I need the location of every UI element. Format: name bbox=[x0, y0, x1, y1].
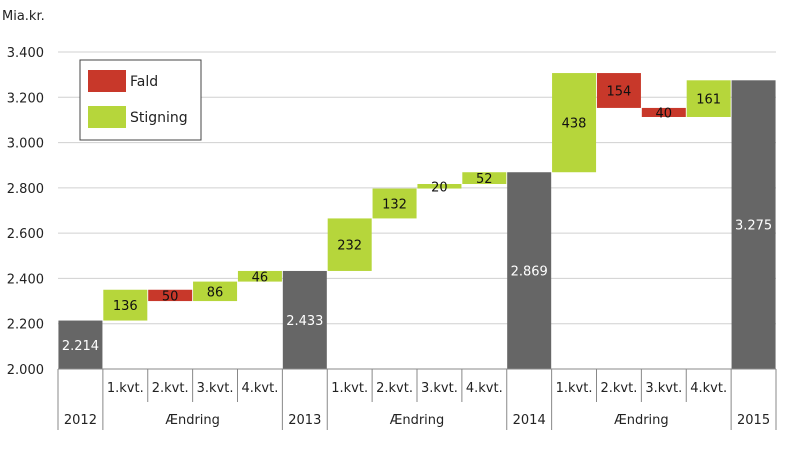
increase-bar bbox=[193, 281, 238, 302]
value-label: 46 bbox=[252, 270, 269, 285]
quarter-label: 2.kvt. bbox=[376, 381, 413, 396]
increase-bar bbox=[552, 73, 597, 173]
legend-label: Stigning bbox=[130, 110, 188, 126]
year-label: 2014 bbox=[513, 413, 546, 428]
decrease-bar bbox=[148, 289, 193, 302]
value-label: 132 bbox=[382, 197, 407, 212]
increase-bar bbox=[462, 172, 507, 185]
y-tick-label: 2.200 bbox=[7, 318, 44, 333]
value-label: 3.275 bbox=[735, 219, 772, 234]
decrease-bar bbox=[641, 107, 686, 117]
y-tick-label: 3.400 bbox=[7, 46, 44, 61]
value-label: 232 bbox=[337, 239, 362, 254]
quarter-label: 2.kvt. bbox=[601, 381, 638, 396]
quarter-label: 3.kvt. bbox=[197, 381, 234, 396]
quarter-label: 2.kvt. bbox=[152, 381, 189, 396]
legend-label: Fald bbox=[130, 74, 158, 90]
y-tick-label: 2.400 bbox=[7, 272, 44, 287]
value-label: 2.433 bbox=[286, 314, 323, 329]
group-label: Ændring bbox=[390, 413, 445, 428]
value-label: 40 bbox=[656, 106, 673, 121]
increase-bar bbox=[372, 188, 417, 219]
value-label: 2.869 bbox=[511, 265, 548, 280]
decrease-bar bbox=[596, 73, 641, 108]
y-axis-tick-labels: 2.000 2.200 2.400 2.600 2.800 3.000 3.200 3.400 bbox=[7, 46, 44, 378]
quarter-label: 1.kvt. bbox=[107, 381, 144, 396]
y-tick-label: 3.000 bbox=[7, 137, 44, 152]
total-bar bbox=[282, 270, 327, 369]
increase-bar bbox=[327, 218, 372, 271]
quarter-label: 4.kvt. bbox=[690, 381, 727, 396]
value-label: 52 bbox=[476, 172, 493, 187]
category-axis: 2012 1.kvt. 2.kvt. 3.kvt. 4.kvt. 2013 1.kvt. 2.… bbox=[57, 368, 777, 430]
y-tick-label: 2.000 bbox=[7, 363, 44, 378]
quarter-label: 3.kvt. bbox=[421, 381, 458, 396]
year-label: 2013 bbox=[288, 413, 321, 428]
year-label: 2012 bbox=[64, 413, 97, 428]
quarter-label: 1.kvt. bbox=[556, 381, 593, 396]
total-bar bbox=[58, 320, 103, 369]
value-label: 161 bbox=[696, 93, 721, 108]
y-tick-label: 2.800 bbox=[7, 182, 44, 197]
total-bar bbox=[507, 172, 552, 369]
quarter-label: 4.kvt. bbox=[466, 381, 503, 396]
value-label: 2.214 bbox=[62, 339, 99, 354]
group-label: Ændring bbox=[614, 413, 669, 428]
increase-bar bbox=[237, 270, 282, 282]
quarter-label: 3.kvt. bbox=[645, 381, 682, 396]
total-bar bbox=[731, 80, 776, 369]
increase-bar bbox=[417, 184, 462, 189]
value-label: 438 bbox=[562, 117, 587, 132]
value-label: 86 bbox=[207, 285, 224, 300]
quarter-label: 1.kvt. bbox=[331, 381, 368, 396]
group-label: Ændring bbox=[165, 413, 220, 428]
y-axis-title: Mia.kr. bbox=[2, 9, 45, 24]
legend: Fald Stigning bbox=[79, 59, 202, 141]
y-tick-label: 2.600 bbox=[7, 227, 44, 242]
value-label: 154 bbox=[607, 84, 632, 99]
value-label: 50 bbox=[162, 289, 179, 304]
bars: 2.214 136 50 86 46 2.433 232 132 20 52 2.869 438 154… bbox=[58, 73, 776, 369]
legend-swatch bbox=[88, 70, 126, 92]
value-label: 20 bbox=[431, 180, 448, 195]
legend-swatch bbox=[88, 106, 126, 128]
value-label: 136 bbox=[113, 299, 138, 314]
quarter-label: 4.kvt. bbox=[242, 381, 279, 396]
year-label: 2015 bbox=[737, 413, 770, 428]
increase-bar bbox=[686, 80, 731, 117]
y-tick-label: 3.200 bbox=[7, 91, 44, 106]
increase-bar bbox=[103, 289, 148, 321]
